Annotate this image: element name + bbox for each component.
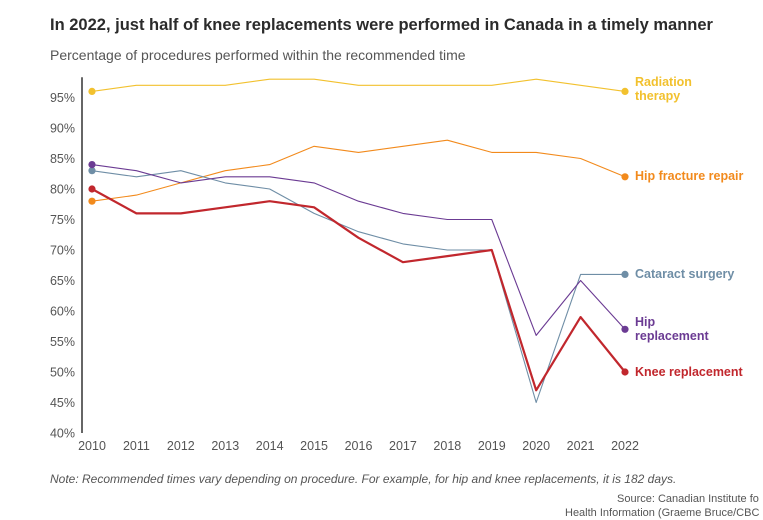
series-label-hip-fracture-repair: Hip fracture repair <box>635 169 744 183</box>
y-tick-label: 70% <box>50 244 75 258</box>
series-marker-cataract-surgery <box>88 167 96 175</box>
chart-note: Note: Recommended times vary depending o… <box>50 472 677 486</box>
y-tick-label: 50% <box>50 366 75 380</box>
y-tick-label: 80% <box>50 183 75 197</box>
chart-source: Source: Canadian Institute fo Health Inf… <box>565 492 763 520</box>
x-tick-label: 2018 <box>433 439 461 453</box>
series-label-line: Knee replacement <box>635 365 744 379</box>
y-tick-label: 75% <box>50 213 75 227</box>
y-axis: 40% 45% 50% 55% 60% 65% 70% 75% 80% 85% 90% 95% <box>50 77 83 441</box>
series-marker-radiation-therapy <box>621 87 629 95</box>
series-marker-cataract-surgery <box>621 270 629 278</box>
y-tick-label: 60% <box>50 305 75 319</box>
series-line-knee-replacement <box>91 188 626 392</box>
series-label-hip-replacement: Hip replacement <box>635 315 709 343</box>
x-tick-label: 2021 <box>567 439 595 453</box>
chart-title: In 2022, just half of knee replacements … <box>50 16 713 34</box>
y-tick-label: 95% <box>50 91 75 105</box>
y-tick-label: 45% <box>50 396 75 410</box>
source-line-1: Source: Canadian Institute fo <box>617 493 759 505</box>
x-tick-label: 2015 <box>300 439 328 453</box>
y-tick-label: 65% <box>50 274 75 288</box>
series-labels: Radiation therapy Hip fracture repair Catar… <box>635 75 744 379</box>
x-tick-label: 2020 <box>522 439 550 453</box>
series-marker-radiation-therapy <box>88 87 96 95</box>
series-label-line: therapy <box>635 89 680 103</box>
x-axis: 2010 2011 2012 2013 2014 2015 2016 2017 2018 2019… <box>78 439 639 453</box>
series-label-line: Radiation <box>635 75 692 89</box>
series-label-radiation-therapy: Radiation therapy <box>635 75 692 103</box>
series-lines <box>88 78 629 404</box>
y-tick-label: 55% <box>50 335 75 349</box>
x-tick-label: 2016 <box>345 439 373 453</box>
x-tick-label: 2013 <box>211 439 239 453</box>
y-tick-label: 40% <box>50 427 75 441</box>
series-label-line: replacement <box>635 329 709 343</box>
y-tick-label: 85% <box>50 152 75 166</box>
series-line-hip-replacement <box>91 164 626 336</box>
x-tick-label: 2010 <box>78 439 106 453</box>
x-tick-label: 2022 <box>611 439 639 453</box>
series-label-knee-replacement: Knee replacement <box>635 365 744 379</box>
series-marker-knee-replacement <box>621 368 629 376</box>
x-tick-label: 2017 <box>389 439 417 453</box>
x-tick-label: 2014 <box>256 439 284 453</box>
series-marker-hip-fracture-repair <box>88 197 96 205</box>
series-marker-hip-fracture-repair <box>621 173 629 181</box>
series-line-cataract-surgery <box>91 170 625 404</box>
series-marker-hip-replacement <box>621 325 629 333</box>
y-tick-label: 90% <box>50 122 75 136</box>
series-label-line: Cataract surgery <box>635 267 734 281</box>
series-line-hip-fracture-repair <box>91 139 626 202</box>
x-tick-label: 2011 <box>123 439 150 453</box>
series-line-radiation-therapy <box>91 78 626 92</box>
series-marker-knee-replacement <box>88 185 96 193</box>
series-label-line: Hip <box>635 315 656 329</box>
series-label-line: Hip fracture repair <box>635 169 744 183</box>
chart-subtitle: Percentage of procedures performed withi… <box>50 47 466 63</box>
series-label-cataract-surgery: Cataract surgery <box>635 267 734 281</box>
x-tick-label: 2019 <box>478 439 506 453</box>
x-tick-label: 2012 <box>167 439 195 453</box>
series-marker-hip-replacement <box>88 161 96 169</box>
source-line-2: Health Information (Graeme Bruce/CBC <box>565 507 760 519</box>
